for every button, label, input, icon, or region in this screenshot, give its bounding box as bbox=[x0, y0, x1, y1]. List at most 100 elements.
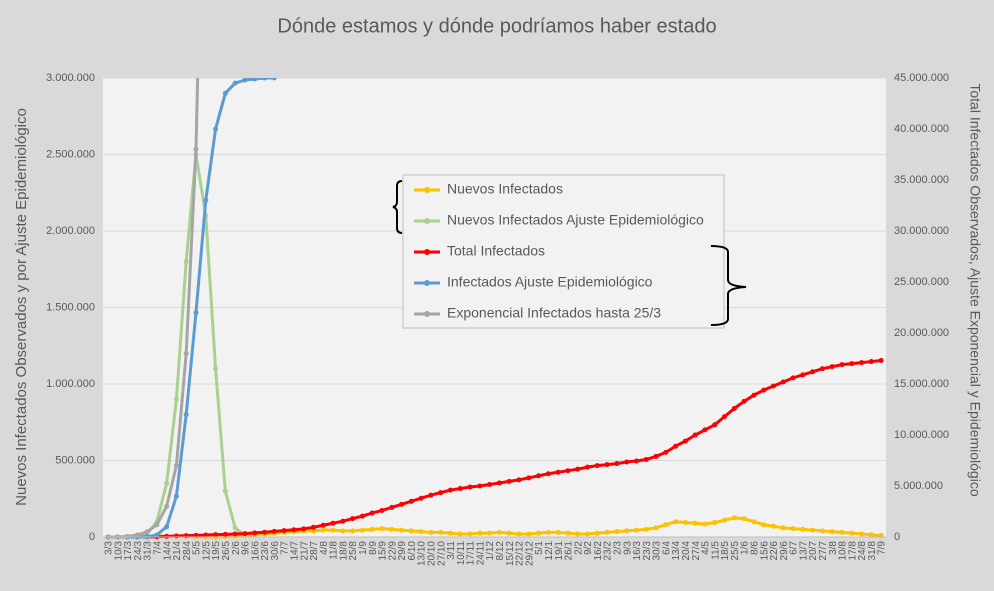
data-point bbox=[810, 527, 816, 533]
data-point bbox=[692, 520, 698, 526]
data-point bbox=[643, 456, 649, 462]
data-point bbox=[712, 519, 718, 525]
data-point bbox=[261, 78, 267, 81]
data-point bbox=[183, 412, 189, 418]
data-point bbox=[849, 361, 855, 367]
x-tick-label: 26/1 bbox=[564, 541, 575, 561]
x-tick-label: 13/10 bbox=[417, 541, 428, 566]
data-point bbox=[624, 459, 630, 465]
data-point bbox=[183, 259, 189, 265]
data-point bbox=[477, 530, 483, 536]
data-point bbox=[389, 526, 395, 532]
y-axis-label: Nuevos Infectados Observados y por Ajust… bbox=[13, 108, 30, 506]
x-tick-label: 30/3 bbox=[652, 541, 663, 561]
x-tick-label: 6/7 bbox=[789, 541, 800, 555]
data-point bbox=[536, 473, 542, 479]
x-tick-label: 27/7 bbox=[818, 541, 829, 561]
x-tick-label: 20/4 bbox=[681, 541, 692, 561]
data-point bbox=[164, 503, 170, 509]
x-tick-label: 17/3 bbox=[123, 541, 134, 561]
x-tick-label: 8/12 bbox=[495, 541, 506, 561]
data-point bbox=[467, 484, 473, 490]
y-tick-label: 1.000.000 bbox=[46, 378, 95, 390]
data-point bbox=[555, 469, 561, 475]
legend-brace bbox=[710, 245, 747, 326]
x-tick-label: 1/6 bbox=[740, 541, 751, 555]
data-point bbox=[741, 516, 747, 522]
data-point bbox=[222, 488, 228, 494]
data-point bbox=[203, 197, 209, 203]
data-point bbox=[594, 530, 600, 536]
legend-marker bbox=[424, 218, 430, 224]
data-point bbox=[447, 530, 453, 536]
data-point bbox=[516, 477, 522, 483]
y2-axis-label: Total Infectados Observados, Ajuste Expo… bbox=[967, 83, 983, 496]
data-point bbox=[722, 517, 728, 523]
y2-tick-label: 5.000.000 bbox=[894, 480, 943, 492]
data-point bbox=[320, 522, 326, 528]
data-point bbox=[819, 528, 825, 534]
data-point bbox=[369, 510, 375, 516]
x-tick-label: 20/10 bbox=[427, 541, 438, 566]
data-point bbox=[271, 528, 277, 534]
data-point bbox=[545, 471, 551, 477]
x-tick-label: 15/6 bbox=[759, 541, 770, 561]
data-point bbox=[369, 526, 375, 532]
data-point bbox=[164, 524, 170, 530]
data-point bbox=[457, 531, 463, 537]
data-point bbox=[722, 414, 728, 420]
y-tick-label: 0 bbox=[89, 531, 95, 543]
x-tick-label: 8/9 bbox=[368, 541, 379, 555]
data-point bbox=[731, 405, 737, 411]
data-point bbox=[878, 358, 884, 364]
data-point bbox=[164, 533, 170, 539]
data-point bbox=[849, 530, 855, 536]
data-point bbox=[770, 523, 776, 529]
y-tick-label: 2.000.000 bbox=[46, 225, 95, 237]
x-tick-label: 18/5 bbox=[720, 541, 731, 561]
data-point bbox=[399, 527, 405, 533]
x-tick-label: 1/12 bbox=[485, 541, 496, 561]
x-tick-label: 13/7 bbox=[798, 541, 809, 561]
data-point bbox=[379, 526, 385, 532]
data-point bbox=[761, 522, 767, 528]
data-point bbox=[242, 78, 248, 83]
data-point bbox=[310, 524, 316, 530]
data-point bbox=[418, 529, 424, 535]
data-point bbox=[751, 519, 757, 525]
data-point bbox=[408, 528, 414, 534]
legend-marker bbox=[424, 311, 430, 317]
data-point bbox=[467, 531, 473, 537]
x-tick-label: 10/3 bbox=[113, 541, 124, 561]
data-point bbox=[252, 78, 258, 82]
data-point bbox=[594, 463, 600, 469]
data-point bbox=[614, 461, 620, 467]
x-tick-label: 15/9 bbox=[378, 541, 389, 561]
data-point bbox=[868, 359, 874, 365]
data-point bbox=[291, 527, 297, 533]
data-point bbox=[839, 362, 845, 368]
x-tick-label: 6/10 bbox=[407, 541, 418, 561]
data-point bbox=[712, 422, 718, 428]
x-tick-label: 2/3 bbox=[612, 541, 623, 555]
x-tick-label: 29/12 bbox=[524, 541, 535, 566]
y-tick-label: 1.500.000 bbox=[46, 301, 95, 313]
data-point bbox=[173, 396, 179, 402]
data-point bbox=[555, 529, 561, 535]
x-tick-label: 7/9 bbox=[877, 541, 888, 555]
x-tick-label: 11/5 bbox=[710, 541, 721, 560]
x-tick-label: 3/3 bbox=[104, 541, 115, 555]
y2-tick-label: 10.000.000 bbox=[894, 429, 949, 441]
y2-tick-label: 30.000.000 bbox=[894, 225, 949, 237]
data-point bbox=[673, 519, 679, 525]
data-point bbox=[124, 533, 130, 539]
data-point bbox=[232, 80, 238, 86]
x-tick-label: 28/7 bbox=[309, 541, 320, 561]
data-point bbox=[643, 526, 649, 532]
data-point bbox=[350, 516, 356, 522]
chart-title: Dónde estamos y dónde podríamos haber es… bbox=[277, 15, 716, 37]
x-tick-label: 13/4 bbox=[671, 541, 682, 561]
data-point bbox=[614, 529, 620, 535]
data-point bbox=[340, 518, 346, 524]
y2-tick-label: 25.000.000 bbox=[894, 276, 949, 288]
